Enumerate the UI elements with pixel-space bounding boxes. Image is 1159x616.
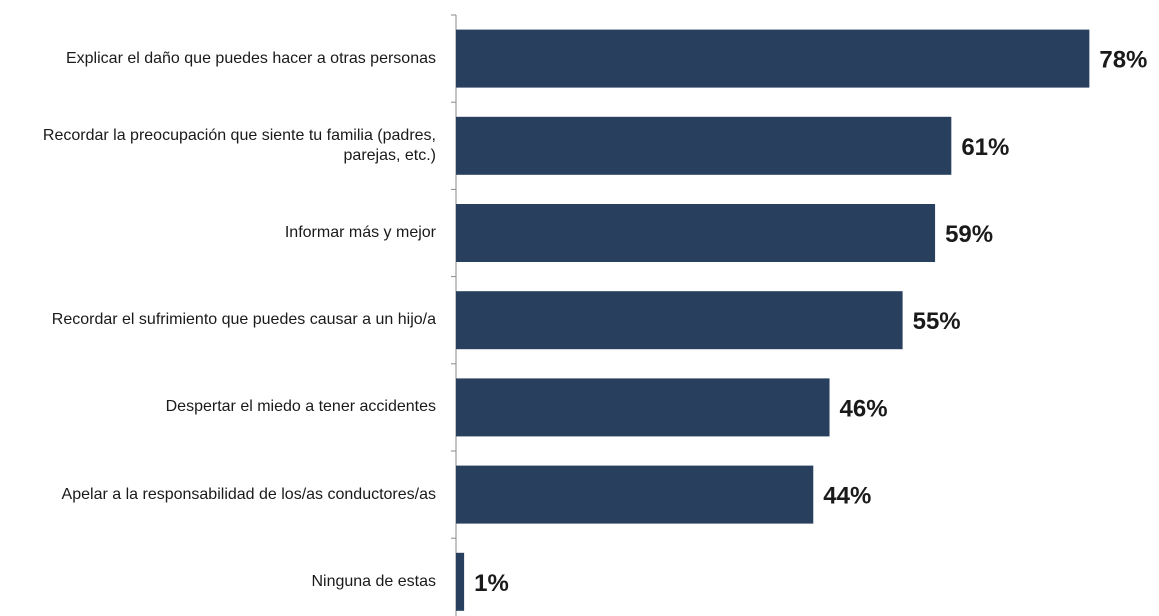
category-label: Recordar el sufrimiento que puedes causa… xyxy=(51,311,436,329)
bar xyxy=(456,378,830,437)
bar xyxy=(456,291,903,350)
bar xyxy=(456,552,465,611)
category-label: Ninguna de estas xyxy=(311,572,436,590)
category-label: Recordar la preocupación que siente tu f… xyxy=(42,126,436,164)
bar xyxy=(456,29,1090,88)
data-label: 78% xyxy=(1099,47,1147,74)
bar xyxy=(456,465,814,524)
category-label: Despertar el miedo a tener accidentes xyxy=(165,398,436,416)
bar xyxy=(456,116,952,175)
data-label: 46% xyxy=(840,395,888,422)
data-label: 59% xyxy=(945,221,993,248)
data-label: 55% xyxy=(913,308,961,335)
data-label: 61% xyxy=(961,134,1009,161)
category-label: Explicar el daño que puedes hacer a otra… xyxy=(65,49,436,67)
category-label: Informar más y mejor xyxy=(284,224,436,241)
data-label: 1% xyxy=(474,570,509,597)
category-label: Apelar a la responsabilidad de los/as co… xyxy=(61,485,436,503)
data-label: 44% xyxy=(823,483,871,510)
bar xyxy=(456,204,936,262)
